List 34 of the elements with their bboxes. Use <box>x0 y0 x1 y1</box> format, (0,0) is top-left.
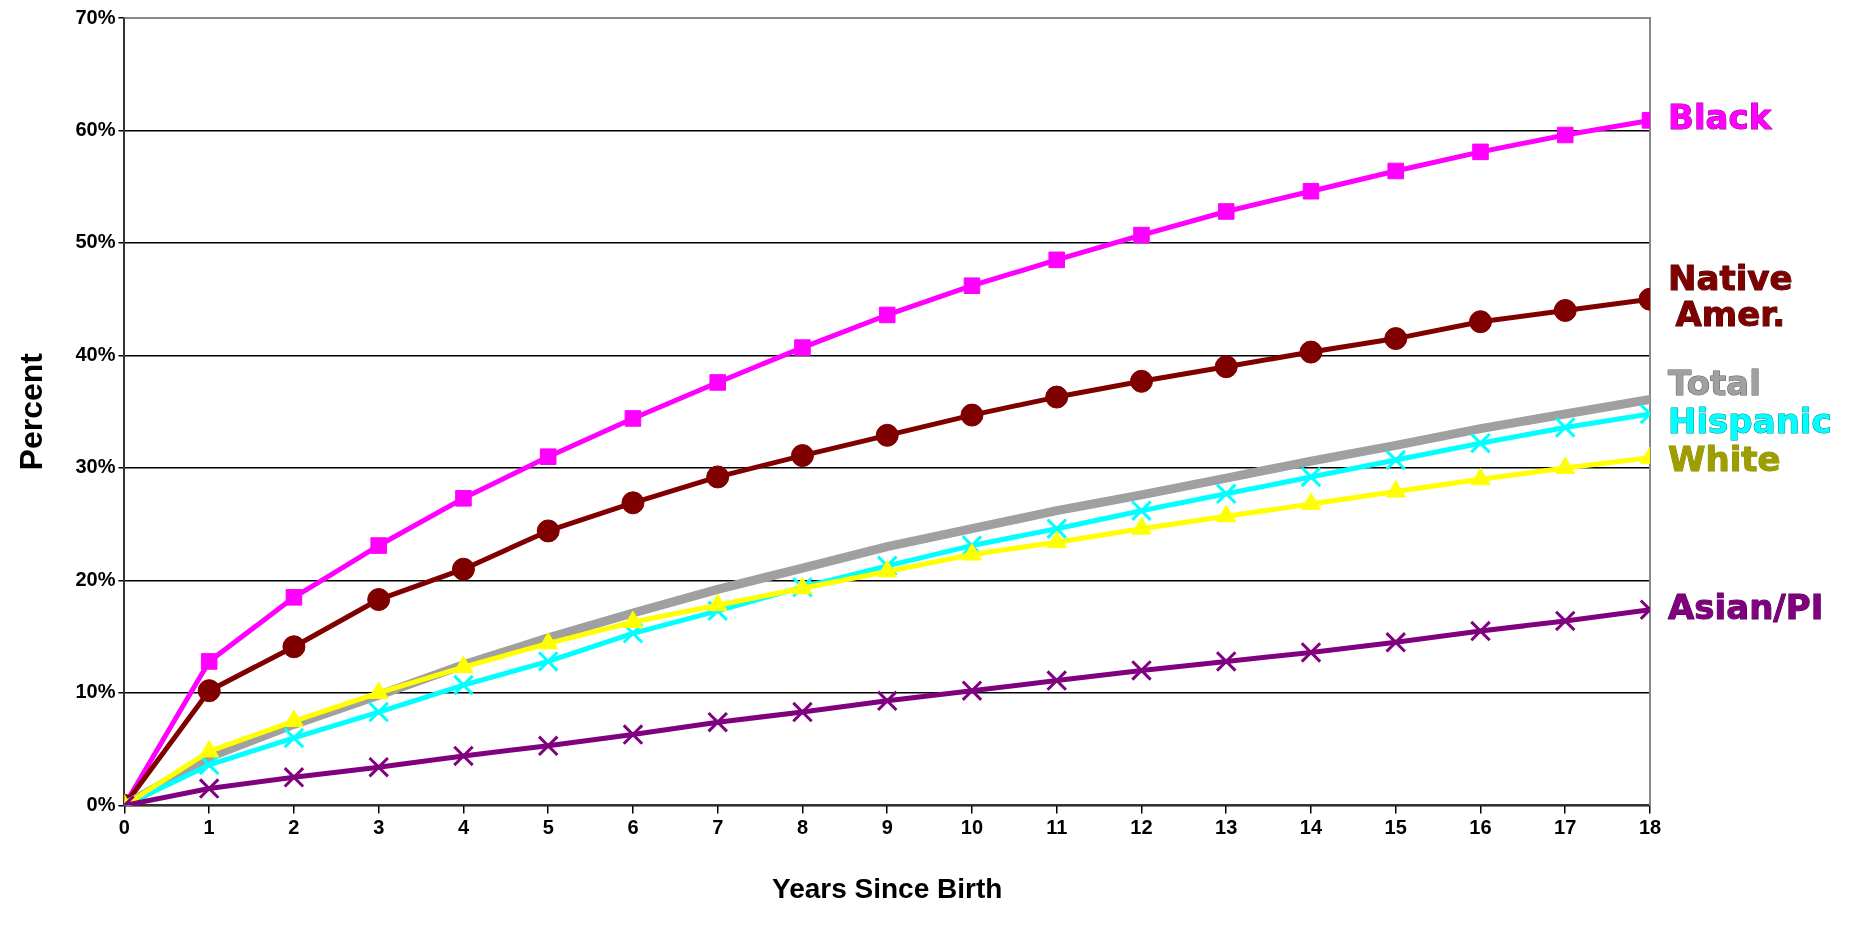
x-tick-label: 13 <box>1215 815 1238 838</box>
x-tick-label: 0 <box>118 815 130 838</box>
y-tick-label: 20% <box>75 567 116 590</box>
x-tick-label: 6 <box>627 815 639 838</box>
x-tick-label: 15 <box>1384 815 1407 838</box>
y-tick-label: 40% <box>75 342 116 365</box>
x-axis-title: Years Since Birth <box>772 872 1003 904</box>
y-tick-label: 10% <box>75 680 116 703</box>
x-tick-label: 16 <box>1469 815 1492 838</box>
y-tick-label: 30% <box>75 455 116 478</box>
x-tick-label: 8 <box>796 815 809 838</box>
x-tick-label: 4 <box>457 815 470 838</box>
y-axis-title: Percent <box>13 352 50 471</box>
x-tick-label: 5 <box>542 815 554 838</box>
x-tick-label: 14 <box>1299 815 1323 838</box>
x-tick-label: 9 <box>881 815 893 838</box>
x-tick-label: 7 <box>712 815 724 838</box>
series-label: Asian/PI <box>1668 586 1824 627</box>
y-tick-label: 60% <box>75 118 116 140</box>
y-tick-label: 70% <box>75 5 116 28</box>
x-tick-label: 17 <box>1554 815 1577 838</box>
x-tick-label: 18 <box>1638 815 1662 838</box>
x-tick-label: 11 <box>1046 815 1068 838</box>
x-tick-label: 12 <box>1130 815 1153 838</box>
series-label: Hispanic <box>1668 400 1832 441</box>
series-label: Total <box>1668 362 1761 403</box>
y-tick-label: 0% <box>86 792 116 815</box>
x-tick-label: 2 <box>288 815 300 838</box>
x-tick-label: 1 <box>203 815 215 838</box>
x-tick-label: 3 <box>373 815 385 838</box>
series-label: Native Amer. <box>1668 258 1793 335</box>
x-tick-label: 10 <box>960 815 984 838</box>
y-tick-label: 50% <box>75 230 116 253</box>
series-label: Black <box>1668 97 1773 138</box>
